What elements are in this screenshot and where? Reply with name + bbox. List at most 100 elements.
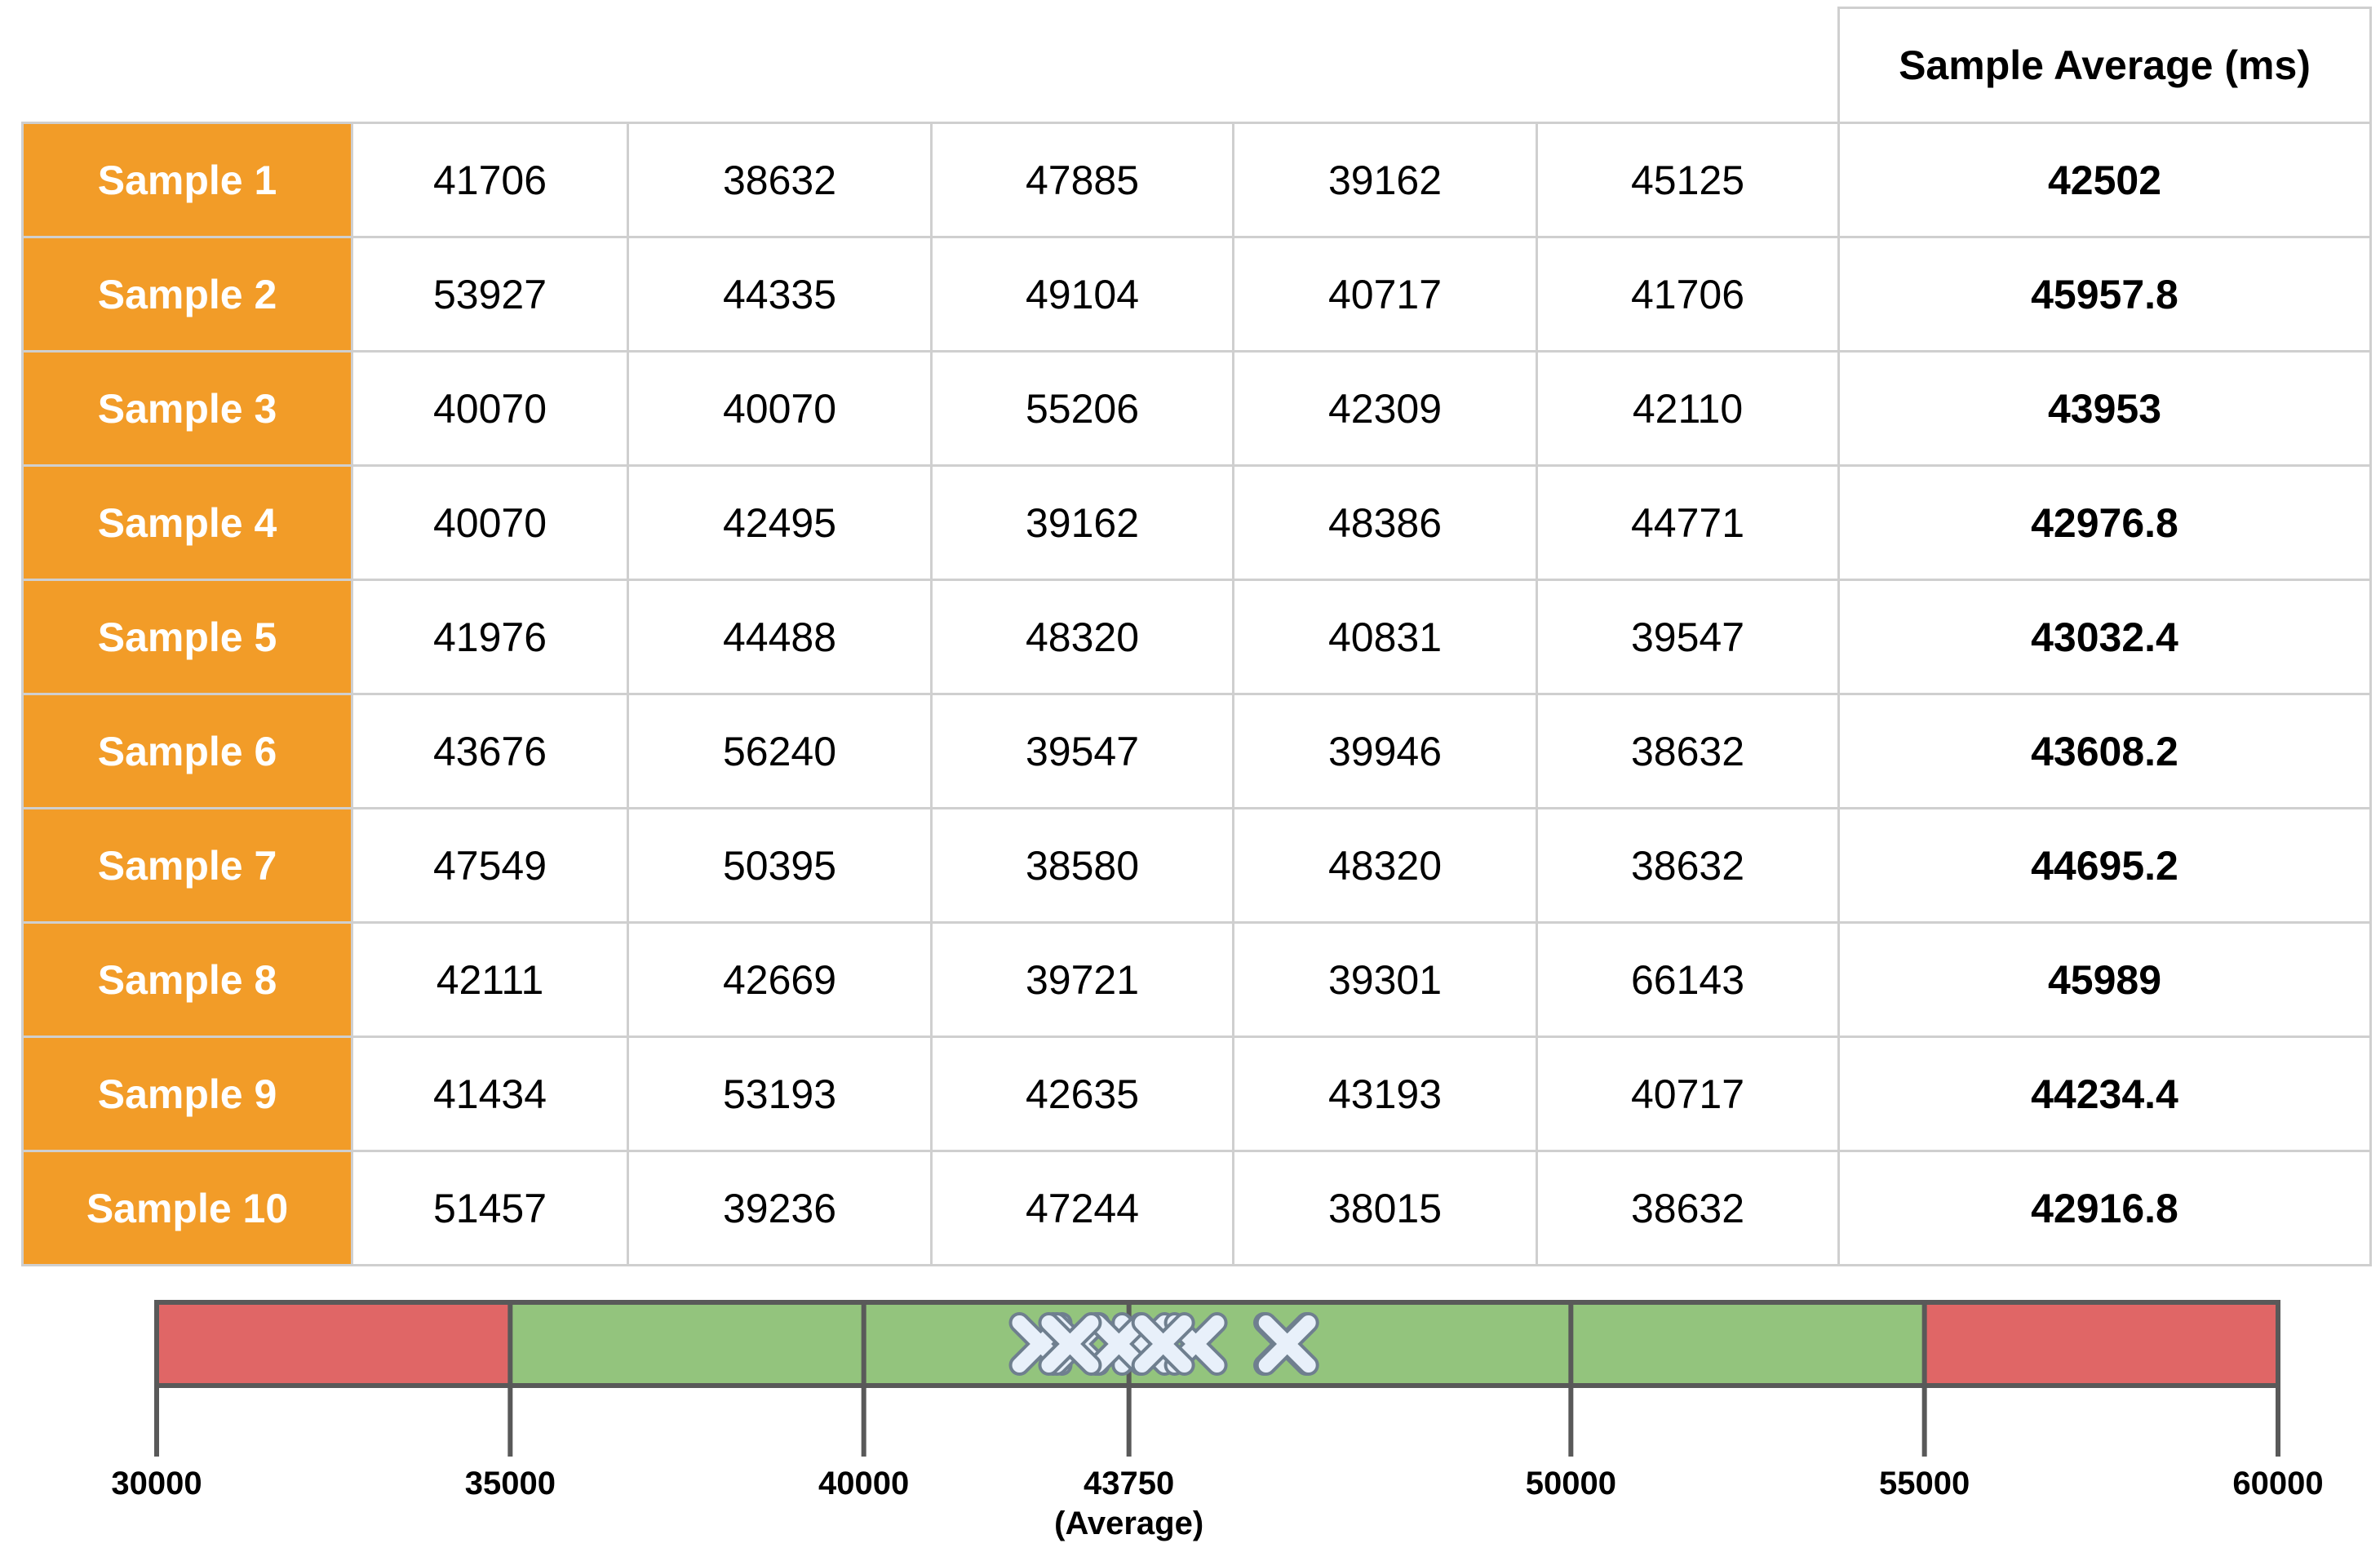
sample-value-cell: 41706 bbox=[1536, 236, 1840, 353]
table-row: Sample 4 40070 42495 39162 48386 44771 42976.8 bbox=[21, 464, 2372, 581]
sample-label: Sample 5 bbox=[21, 579, 353, 695]
sample-value-cell: 44488 bbox=[627, 579, 933, 695]
table-row: Sample 9 41434 53193 42635 43193 40717 44234.4 bbox=[21, 1035, 2372, 1152]
sample-label: Sample 10 bbox=[21, 1150, 353, 1266]
sample-value-cell: 51457 bbox=[351, 1150, 629, 1266]
sample-value-cell: 42309 bbox=[1232, 350, 1538, 467]
sample-average-cell: 42916.8 bbox=[1837, 1150, 2372, 1266]
sample-average-cell: 42502 bbox=[1837, 122, 2372, 238]
sample-value-cell: 39162 bbox=[930, 464, 1234, 581]
table-row: Sample 3 40070 40070 55206 42309 42110 43953 bbox=[21, 350, 2372, 467]
sample-value-cell: 43193 bbox=[1232, 1035, 1538, 1152]
x-icon bbox=[1255, 1312, 1319, 1376]
tick-label: 40000 bbox=[818, 1466, 909, 1501]
table-row: Sample 7 47549 50395 38580 48320 38632 44695.2 bbox=[21, 807, 2372, 924]
sample-value-cell: 38632 bbox=[1536, 693, 1840, 809]
x-icon-fill bbox=[1090, 1315, 1148, 1373]
average-distribution-chart: 30000 35000 40000 43750 50000 55000 60000 (Aver… bbox=[111, 1300, 2324, 1541]
x-icon bbox=[1038, 1312, 1102, 1376]
sample-value-cell: 39946 bbox=[1232, 693, 1538, 809]
header-spacer bbox=[352, 8, 628, 123]
zone-band bbox=[157, 1302, 511, 1386]
zone-band bbox=[1924, 1302, 2278, 1386]
sample-average-cell: 45957.8 bbox=[1837, 236, 2372, 353]
table-row: Sample 10 51457 39236 47244 38015 38632 42916.… bbox=[21, 1150, 2372, 1266]
sample-label: Sample 6 bbox=[21, 693, 353, 809]
table-row: Sample 1 41706 38632 47885 39162 45125 42502 bbox=[21, 122, 2372, 238]
sample-value-cell: 39547 bbox=[1536, 579, 1840, 695]
sample-average-cell: 43032.4 bbox=[1837, 579, 2372, 695]
tick-label: 55000 bbox=[1879, 1466, 1970, 1501]
points-layer bbox=[1008, 1312, 1319, 1376]
samples-table: Sample Average (ms) Sample 1 41706 38632 47… bbox=[21, 7, 2372, 1266]
sample-average-cell: 43608.2 bbox=[1837, 693, 2372, 809]
x-icon-fill bbox=[1134, 1315, 1192, 1373]
sample-value-cell: 39547 bbox=[930, 693, 1234, 809]
x-icon bbox=[1087, 1312, 1151, 1376]
sample-label: Sample 4 bbox=[21, 464, 353, 581]
sample-label: Sample 7 bbox=[21, 807, 353, 924]
sample-value-cell: 42669 bbox=[627, 921, 933, 1038]
sample-value-cell: 53927 bbox=[351, 236, 629, 353]
sample-label: Sample 9 bbox=[21, 1035, 353, 1152]
table-body: Sample 1 41706 38632 47885 39162 45125 42502 Sa… bbox=[21, 122, 2372, 1266]
sample-value-cell: 40717 bbox=[1536, 1035, 1840, 1152]
sample-value-cell: 42495 bbox=[627, 464, 933, 581]
sample-average-cell: 43953 bbox=[1837, 350, 2372, 467]
sample-value-cell: 41434 bbox=[351, 1035, 629, 1152]
sample-average-cell: 44695.2 bbox=[1837, 807, 2372, 924]
sample-value-cell: 48386 bbox=[1232, 464, 1538, 581]
tick-label: 30000 bbox=[111, 1466, 202, 1501]
sample-value-cell: 38580 bbox=[930, 807, 1234, 924]
header-spacer bbox=[1234, 8, 1537, 123]
sample-label: Sample 3 bbox=[21, 350, 353, 467]
x-icon-fill bbox=[1041, 1315, 1099, 1373]
sample-value-cell: 48320 bbox=[930, 579, 1234, 695]
sample-value-cell: 38632 bbox=[627, 122, 933, 238]
sample-value-cell: 56240 bbox=[627, 693, 933, 809]
sample-value-cell: 44335 bbox=[627, 236, 933, 353]
table-row: Sample 8 42111 42669 39721 39301 66143 45989 bbox=[21, 921, 2372, 1038]
header-spacer bbox=[628, 8, 932, 123]
sample-value-cell: 55206 bbox=[930, 350, 1234, 467]
sample-value-cell: 40717 bbox=[1232, 236, 1538, 353]
sample-average-cell: 42976.8 bbox=[1837, 464, 2372, 581]
sample-average-cell: 45989 bbox=[1837, 921, 2372, 1038]
sample-value-cell: 39721 bbox=[930, 921, 1234, 1038]
sample-value-cell: 39236 bbox=[627, 1150, 933, 1266]
x-icon-fill bbox=[1258, 1315, 1316, 1373]
table-row: Sample 6 43676 56240 39547 39946 38632 43608.2 bbox=[21, 693, 2372, 809]
sample-value-cell: 47885 bbox=[930, 122, 1234, 238]
sample-average-cell: 44234.4 bbox=[1837, 1035, 2372, 1152]
average-label: (Average) bbox=[1054, 1506, 1203, 1541]
sample-value-cell: 66143 bbox=[1536, 921, 1840, 1038]
table-row: Sample 2 53927 44335 49104 40717 41706 45957.8 bbox=[21, 236, 2372, 353]
header-spacer bbox=[1537, 8, 1839, 123]
sample-value-cell: 41976 bbox=[351, 579, 629, 695]
table-row: Sample 5 41976 44488 48320 40831 39547 43032.4 bbox=[21, 579, 2372, 695]
header-spacer bbox=[23, 8, 352, 123]
sample-average-header: Sample Average (ms) bbox=[1837, 7, 2372, 124]
sample-value-cell: 40070 bbox=[351, 350, 629, 467]
sample-value-cell: 38632 bbox=[1536, 1150, 1840, 1266]
sample-value-cell: 41706 bbox=[351, 122, 629, 238]
sample-value-cell: 45125 bbox=[1536, 122, 1840, 238]
sample-value-cell: 42110 bbox=[1536, 350, 1840, 467]
sample-value-cell: 49104 bbox=[930, 236, 1234, 353]
sample-label: Sample 2 bbox=[21, 236, 353, 353]
sample-value-cell: 48320 bbox=[1232, 807, 1538, 924]
sample-value-cell: 44771 bbox=[1536, 464, 1840, 581]
sample-value-cell: 53193 bbox=[627, 1035, 933, 1152]
tick-label: 60000 bbox=[2232, 1466, 2323, 1501]
tick-label: 50000 bbox=[1526, 1466, 1616, 1501]
sample-value-cell: 40070 bbox=[627, 350, 933, 467]
sample-value-cell: 47549 bbox=[351, 807, 629, 924]
sample-value-cell: 43676 bbox=[351, 693, 629, 809]
x-icon bbox=[1131, 1312, 1195, 1376]
sample-value-cell: 38015 bbox=[1232, 1150, 1538, 1266]
sample-value-cell: 40070 bbox=[351, 464, 629, 581]
sample-value-cell: 40831 bbox=[1232, 579, 1538, 695]
sample-value-cell: 42111 bbox=[351, 921, 629, 1038]
tick-label: 35000 bbox=[465, 1466, 556, 1501]
sample-label: Sample 8 bbox=[21, 921, 353, 1038]
